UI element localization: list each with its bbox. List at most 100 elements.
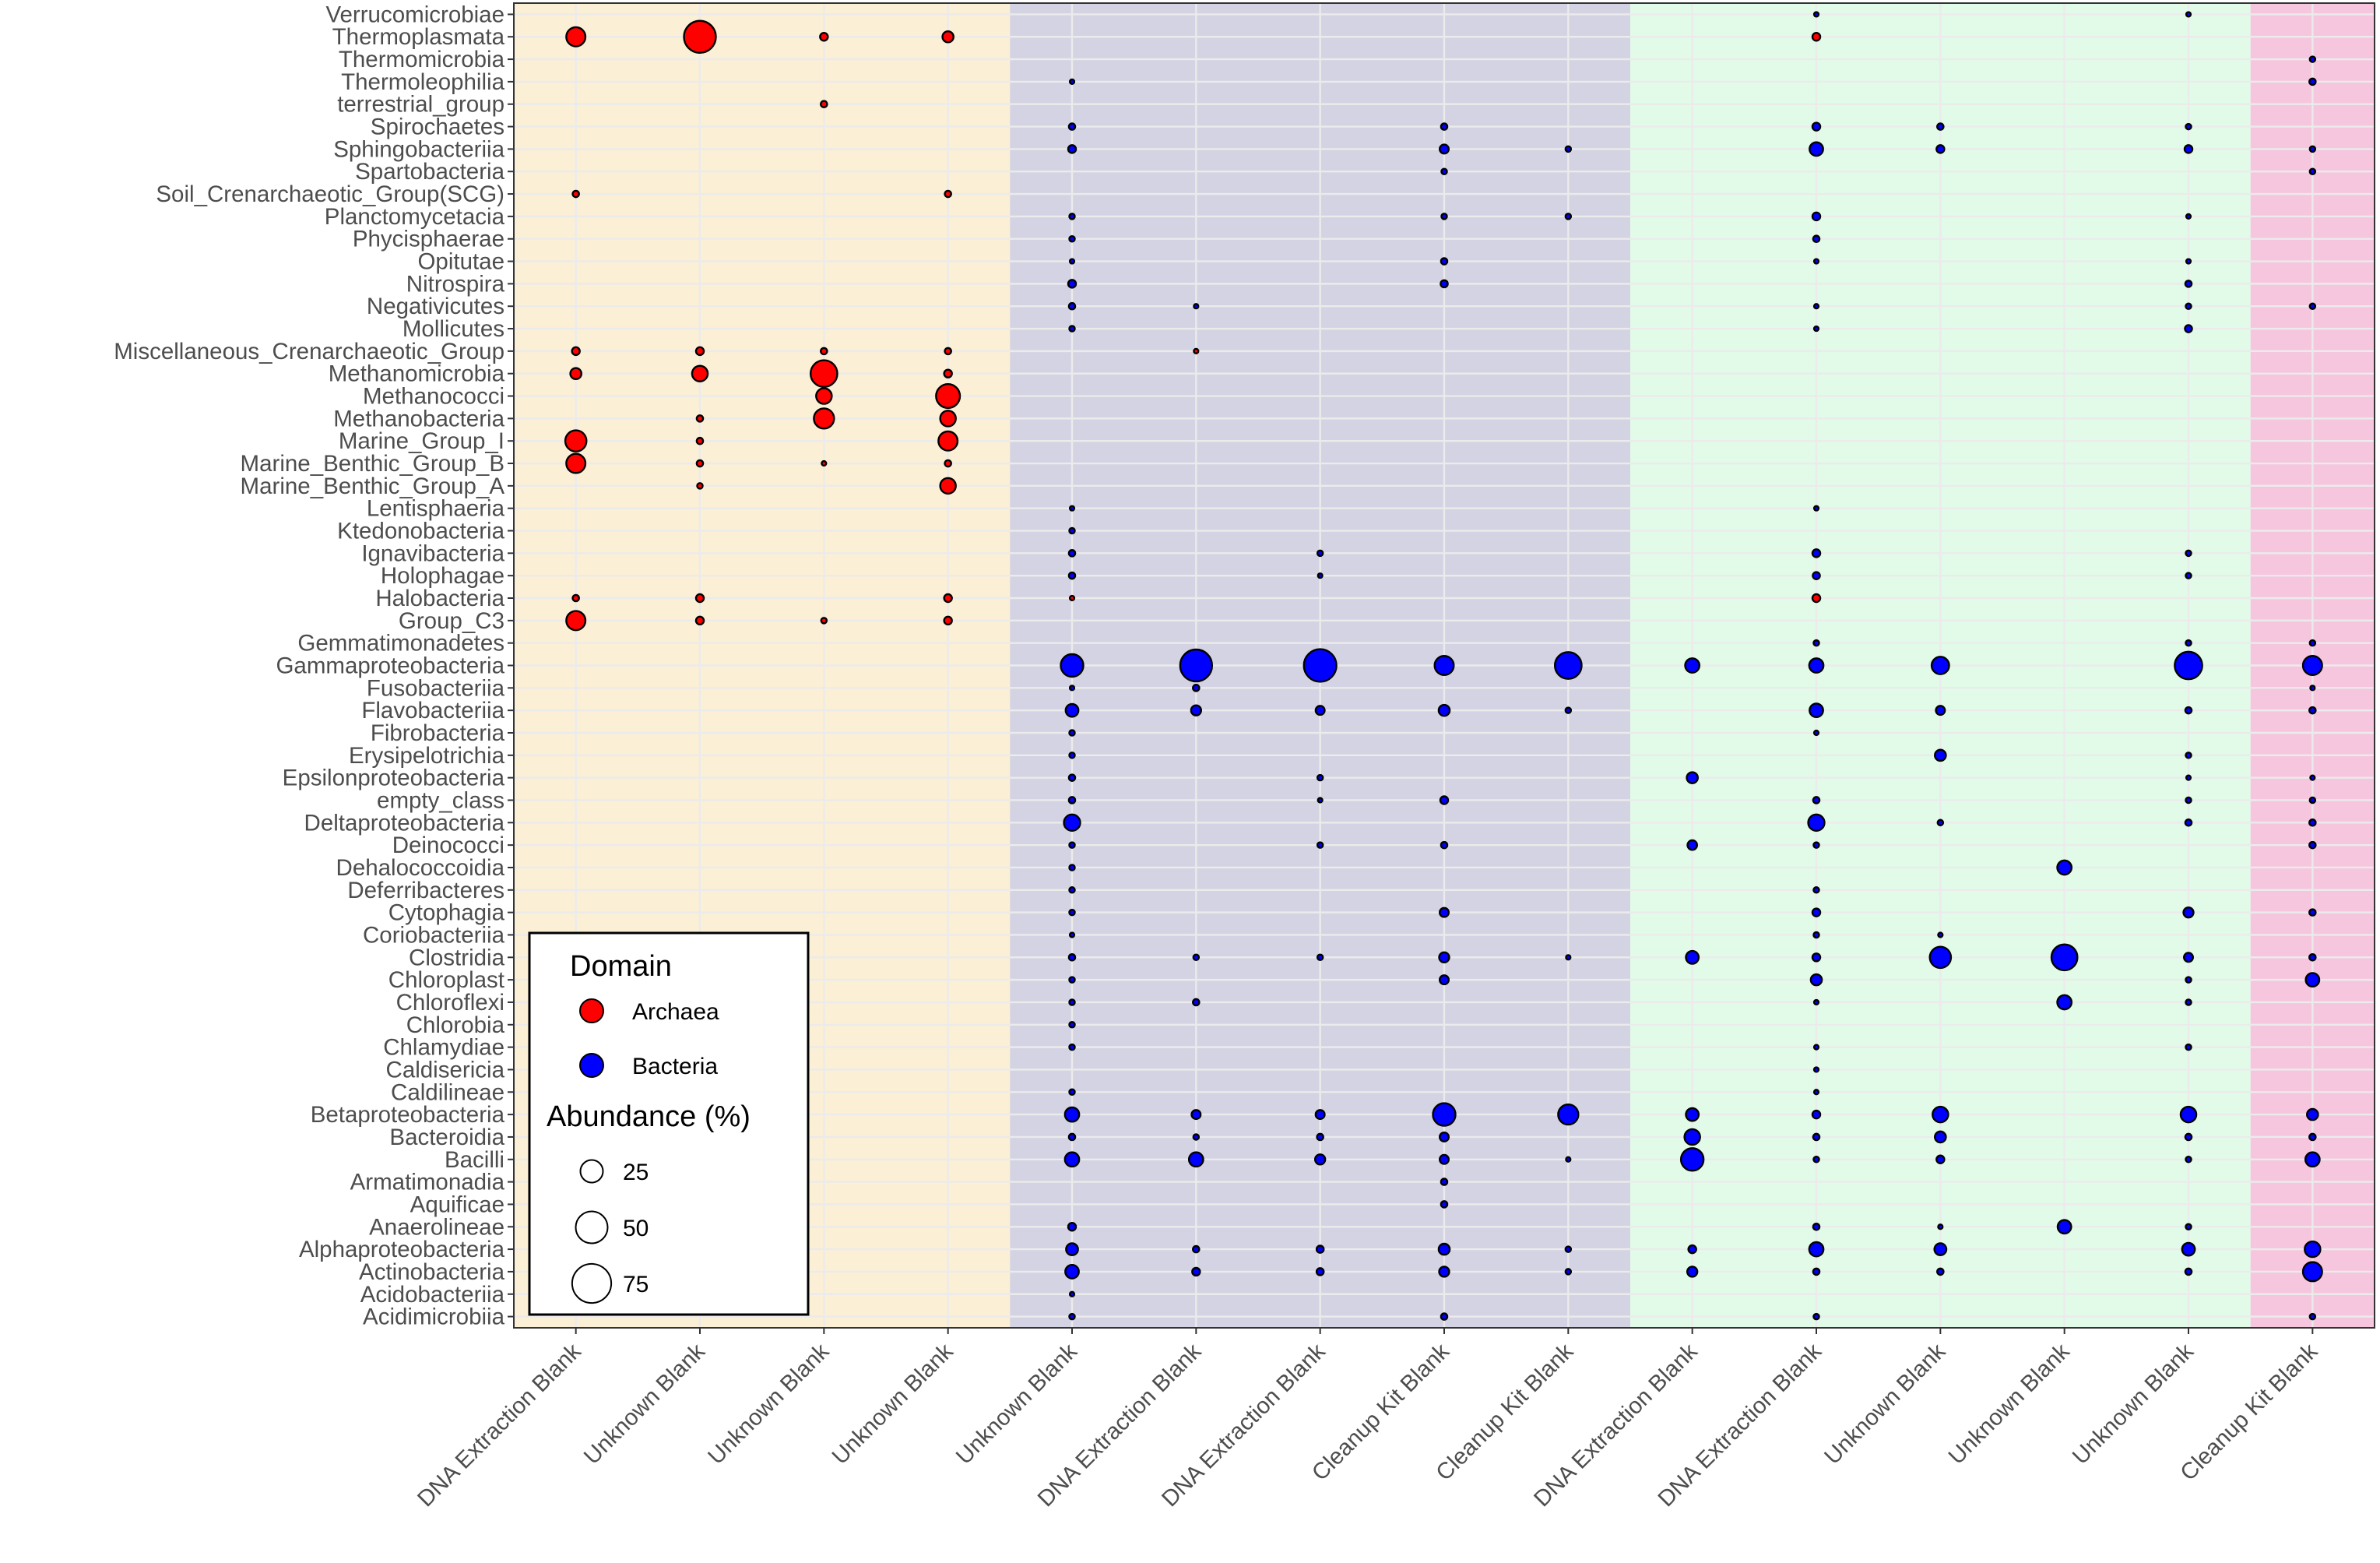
y-tick-label: Deltaproteobacteria (304, 810, 505, 836)
bacteria-point (1438, 951, 1450, 963)
legend-size-25-label: 25 (623, 1160, 649, 1185)
y-tick-label: Chloroplast (388, 967, 504, 993)
bacteria-point (1316, 953, 1324, 962)
bacteria-point (1937, 931, 1944, 938)
bacteria-point (1315, 1244, 1325, 1254)
archaea-point (694, 593, 705, 604)
y-tick-label: Mollicutes (403, 316, 504, 342)
bacteria-point (1934, 748, 1947, 762)
archaea-point (937, 430, 959, 452)
bacteria-point (2185, 796, 2192, 804)
legend-archaea-label: Archaea (632, 999, 719, 1025)
bacteria-point (2301, 1261, 2323, 1283)
bacteria-point (1068, 841, 1076, 849)
legend: Domain Archaea Bacteria Abundance (%) 25… (528, 931, 810, 1316)
y-tick-label: Acidimicrobiia (363, 1304, 505, 1330)
bacteria-point (2308, 1132, 2317, 1142)
legend-archaea-swatch (579, 998, 604, 1023)
bacteria-point (1808, 657, 1825, 674)
bacteria-point (2184, 818, 2193, 827)
bacteria-point (2182, 952, 2194, 963)
bacteria-point (2308, 796, 2317, 804)
bacteria-point (2309, 685, 2316, 692)
bacteria-point (1068, 234, 1076, 243)
bacteria-point (2308, 55, 2317, 63)
archaea-point (944, 459, 952, 468)
bacteria-point (1438, 974, 1450, 986)
bacteria-point (2301, 654, 2323, 677)
bacteria-point (1812, 841, 1820, 849)
y-tick-label: Opitutae (417, 249, 504, 275)
bacteria-point (1179, 648, 1214, 683)
bacteria-point (2308, 639, 2317, 647)
bacteria-point (1809, 973, 1823, 987)
bacteria-point (1807, 813, 1826, 832)
y-tick-label: Verrucomicrobiae (325, 2, 504, 27)
archaea-point (694, 615, 705, 626)
bacteria-point (1809, 702, 1824, 719)
y-tick-label: Flavobacteriia (361, 698, 504, 723)
y-tick-label: empty_class (377, 787, 504, 813)
x-tick-label: Cleanup Kit Blank (1307, 1338, 1454, 1485)
y-tick-label: terrestrial_group (337, 92, 504, 118)
bacteria-point (1811, 907, 1822, 917)
bacteria-point (1193, 303, 1200, 310)
y-tick-label: Armatimonadia (350, 1170, 505, 1195)
bacteria-point (2308, 706, 2317, 715)
bacteria-point (1065, 1242, 1079, 1256)
bacteria-point (1317, 797, 1324, 804)
bacteria-point (1068, 1312, 1076, 1321)
bacteria-point (1812, 1222, 1821, 1231)
bacteria-point (2184, 1267, 2193, 1276)
bacteria-point (1564, 1268, 1573, 1276)
bacteria-point (1553, 651, 1583, 680)
bacteria-point (1067, 549, 1077, 558)
bacteria-point (1812, 11, 1820, 18)
bacteria-point (2174, 650, 2203, 681)
bacteria-point (2185, 1223, 2192, 1231)
bacteria-point (1068, 908, 1076, 917)
legend-size-75-label: 75 (623, 1272, 649, 1297)
legend-size-50-swatch (575, 1210, 609, 1244)
bacteria-point (2185, 774, 2192, 781)
bacteria-point (1063, 1151, 1081, 1168)
y-tick-label: Marine_Benthic_Group_B (241, 451, 504, 477)
bacteria-point (1313, 1153, 1327, 1166)
bacteria-point (2181, 1241, 2196, 1257)
bacteria-point (2308, 145, 2317, 153)
archaea-point (1193, 347, 1200, 354)
bacteria-point (1068, 931, 1076, 938)
y-tick-label: Methanococci (363, 384, 504, 410)
y-tick-label: Group_C3 (399, 608, 504, 634)
y-tick-label: Soil_Crenarchaeotic_Group(SCG) (156, 181, 504, 207)
y-tick-label: Negativicutes (367, 294, 504, 319)
bacteria-point (1440, 213, 1448, 220)
bacteria-point (2304, 972, 2321, 988)
bacteria-point (2184, 280, 2193, 288)
bacteria-point (2050, 943, 2079, 972)
legend-bacteria-swatch (579, 1053, 604, 1078)
y-tick-label: Thermomicrobia (339, 47, 505, 72)
legend-size-25-swatch (579, 1159, 604, 1184)
y-tick-label: Ktedonobacteria (337, 519, 504, 544)
y-tick-label: Halobacteria (375, 586, 504, 611)
legend-size-50-label: 50 (623, 1216, 649, 1241)
y-tick-label: Miscellaneous_Crenarchaeotic_Group (114, 339, 504, 364)
y-tick-label: Chlamydiae (383, 1035, 504, 1061)
archaea-point (819, 32, 829, 42)
bacteria-point (1437, 703, 1451, 717)
bacteria-point (1068, 258, 1076, 265)
bacteria-point (1316, 549, 1324, 558)
bacteria-point (1683, 1128, 1701, 1146)
y-tick-label: Acidobacteriia (360, 1282, 505, 1308)
bacteria-point (1187, 1151, 1204, 1168)
bacteria-point (1564, 213, 1573, 220)
bacteria-point (1438, 143, 1450, 155)
y-tick-label: Thermoplasmata (332, 24, 505, 50)
bacteria-point (1935, 1154, 1946, 1164)
x-tick-label: Unknown Blank (951, 1338, 1082, 1469)
bacteria-point (1068, 526, 1076, 535)
bacteria-point (1317, 572, 1324, 579)
bacteria-point (1192, 998, 1201, 1007)
bacteria-point (1932, 1105, 1949, 1124)
